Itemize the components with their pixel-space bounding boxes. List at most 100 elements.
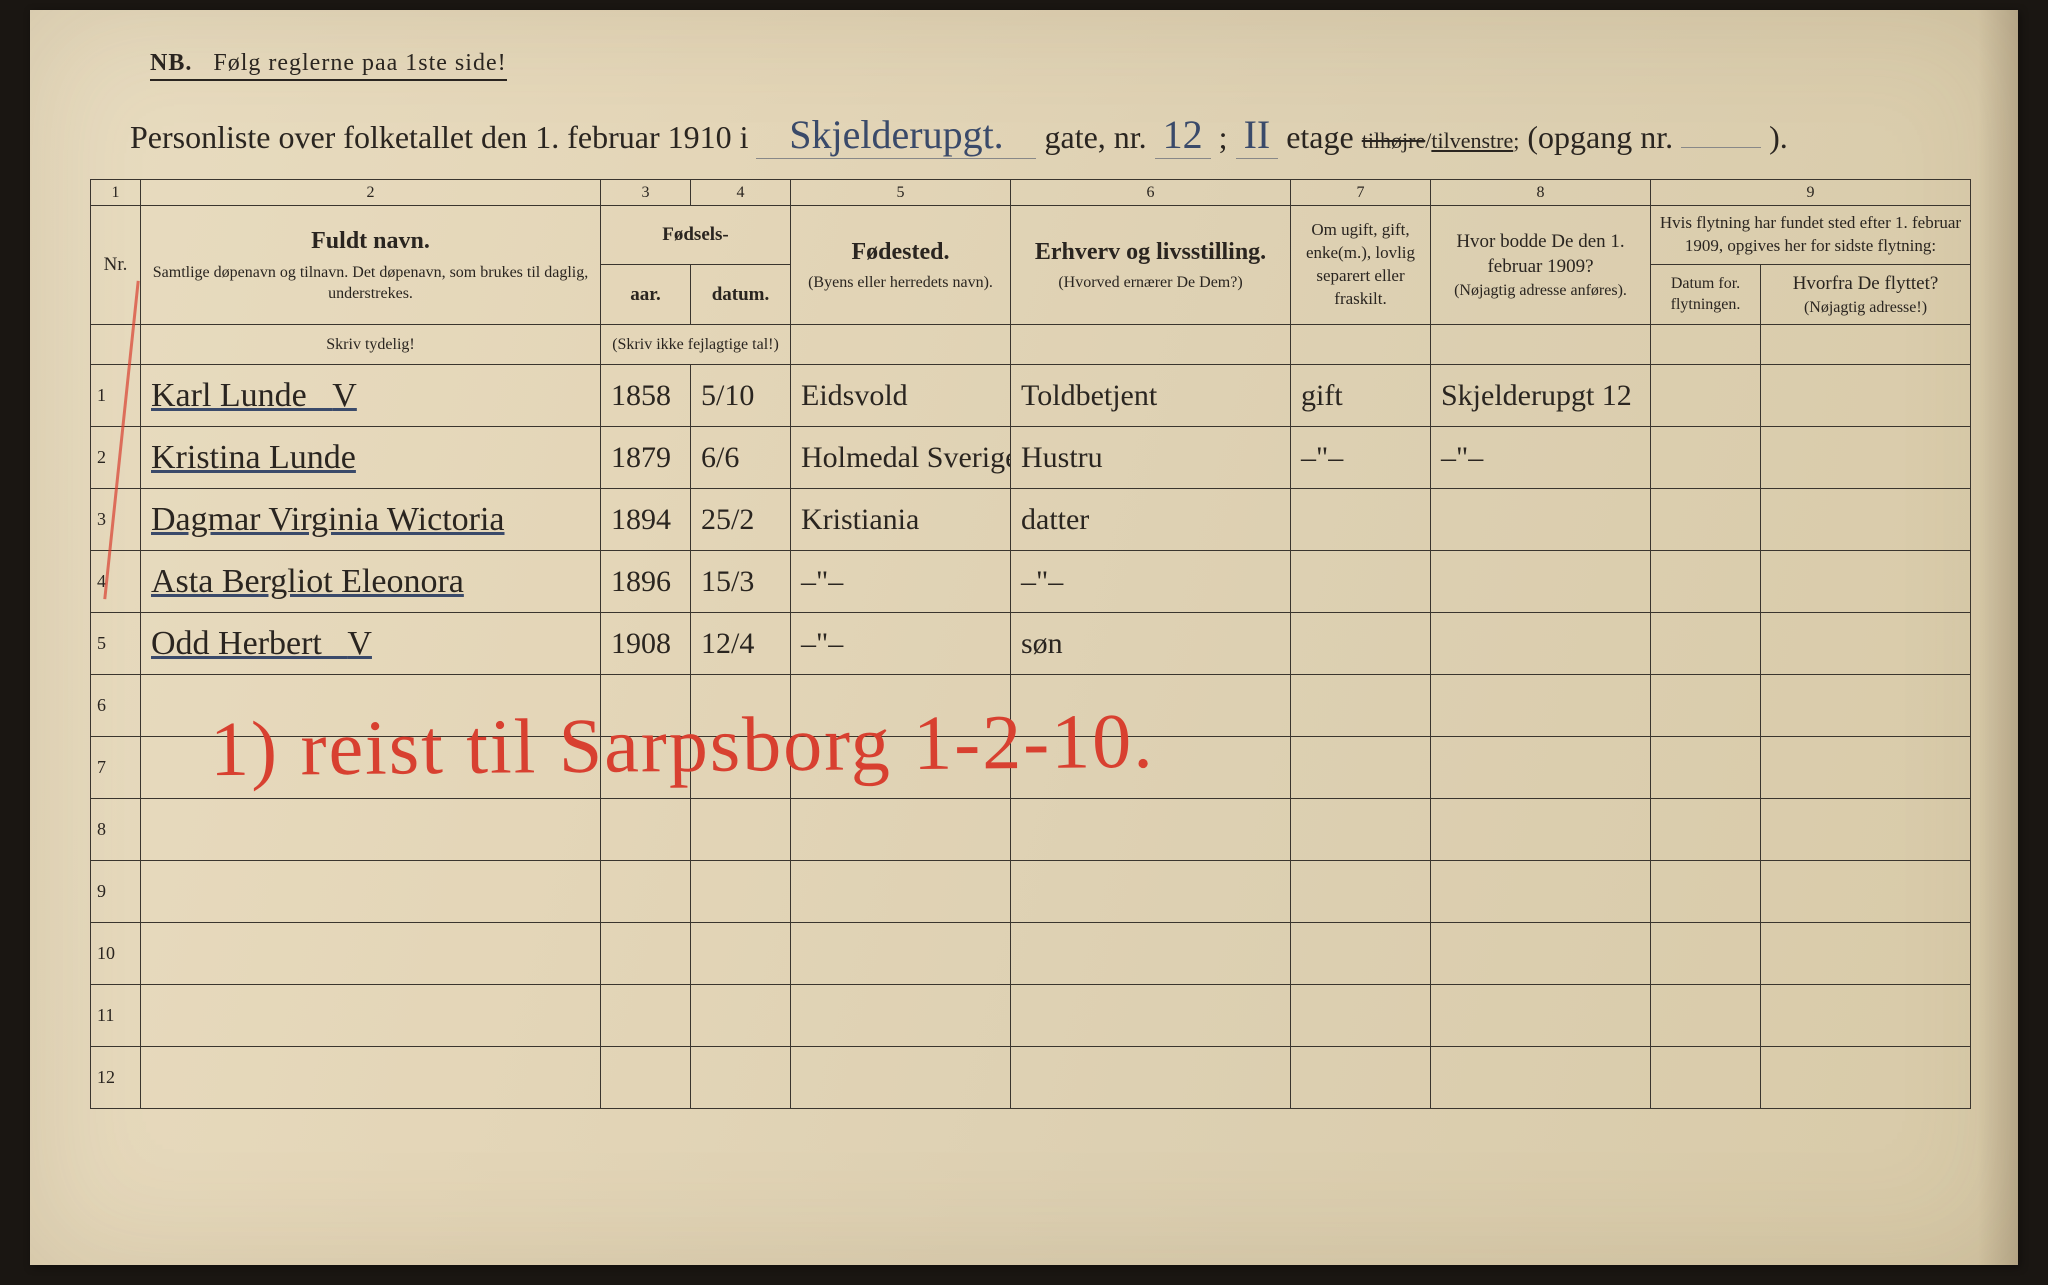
semicolon: ; <box>1219 119 1228 155</box>
cell-datum <box>691 923 791 985</box>
cell-bodde <box>1431 675 1651 737</box>
coln-8: 8 <box>1431 180 1651 206</box>
table-row: 1Karl Lunde V18585/10EidsvoldToldbetjent… <box>91 365 1971 427</box>
opgang-val <box>1681 147 1761 148</box>
hdr-fodsels: Fødsels- <box>601 206 791 265</box>
cell-aar <box>601 799 691 861</box>
coln-1: 1 <box>91 180 141 206</box>
cell-status <box>1291 489 1431 551</box>
cell-name <box>141 923 601 985</box>
cell-nr: 4 <box>91 551 141 613</box>
hdr-hvorfra: Hvorfra De flyttet? (Nøjagtig adresse!) <box>1761 264 1971 324</box>
cell-status: gift <box>1291 365 1431 427</box>
cell-aar <box>601 1047 691 1109</box>
cell-fodested: Kristiania <box>791 489 1011 551</box>
cell-nr: 7 <box>91 737 141 799</box>
hdr-skriv-tydelig: Skriv tydelig! <box>141 325 601 365</box>
cell-dflyt <box>1651 365 1761 427</box>
cell-bodde <box>1431 923 1651 985</box>
street-name: Skjelderupgt. <box>756 111 1036 159</box>
opgang-label: (opgang nr. <box>1527 119 1673 155</box>
coln-5: 5 <box>791 180 1011 206</box>
cell-fodested <box>791 799 1011 861</box>
cell-name <box>141 1047 601 1109</box>
hdr-aar: aar. <box>601 264 691 324</box>
cell-fodested: Holmedal Sverige <box>791 427 1011 489</box>
cell-status <box>1291 799 1431 861</box>
cell-fodested: –"– <box>791 551 1011 613</box>
tilvenstre: tilvenstre <box>1431 128 1513 153</box>
cell-dflyt <box>1651 737 1761 799</box>
cell-erhverv <box>1011 923 1291 985</box>
coln-7: 7 <box>1291 180 1431 206</box>
header-row-1: Nr. Fuldt navn. Samtlige døpenavn og til… <box>91 206 1971 265</box>
cell-erhverv <box>1011 861 1291 923</box>
cell-hvorfra <box>1761 923 1971 985</box>
coln-3: 3 <box>601 180 691 206</box>
cell-dflyt <box>1651 489 1761 551</box>
cell-dflyt <box>1651 923 1761 985</box>
hdr-datum-flyt: Datum for. flytningen. <box>1651 264 1761 324</box>
cell-bodde <box>1431 985 1651 1047</box>
hdr-fodested: Fødested. (Byens eller herredets navn). <box>791 206 1011 325</box>
cell-bodde <box>1431 489 1651 551</box>
etage-val: II <box>1236 111 1279 159</box>
cell-hvorfra <box>1761 799 1971 861</box>
cell-name: Kristina Lunde <box>141 427 601 489</box>
cell-hvorfra <box>1761 489 1971 551</box>
cell-hvorfra <box>1761 613 1971 675</box>
gate-label: gate, nr. <box>1044 119 1146 155</box>
nb-label: NB. <box>150 50 192 76</box>
cell-status <box>1291 861 1431 923</box>
table-row: 12 <box>91 1047 1971 1109</box>
cell-nr: 5 <box>91 613 141 675</box>
cell-hvorfra <box>1761 1047 1971 1109</box>
cell-status <box>1291 551 1431 613</box>
cell-aar: 1879 <box>601 427 691 489</box>
cell-datum: 15/3 <box>691 551 791 613</box>
cell-nr: 1 <box>91 365 141 427</box>
header-row-3: Skriv tydelig! (Skriv ikke fejlagtige ta… <box>91 325 1971 365</box>
cell-erhverv: Toldbetjent <box>1011 365 1291 427</box>
cell-datum <box>691 1047 791 1109</box>
cell-fodested <box>791 923 1011 985</box>
cell-dflyt <box>1651 799 1761 861</box>
cell-nr: 6 <box>91 675 141 737</box>
cell-dflyt <box>1651 613 1761 675</box>
cell-datum: 5/10 <box>691 365 791 427</box>
title-close: ). <box>1769 119 1788 155</box>
title-row: Personliste over folketallet den 1. febr… <box>130 111 1958 159</box>
cell-datum <box>691 799 791 861</box>
cell-name <box>141 861 601 923</box>
cell-nr: 12 <box>91 1047 141 1109</box>
nb-instruction: NB. Følg reglerne paa 1ste side! <box>150 50 507 81</box>
cell-nr: 8 <box>91 799 141 861</box>
cell-erhverv: datter <box>1011 489 1291 551</box>
title-prefix: Personliste over folketallet den 1. febr… <box>130 119 748 155</box>
cell-status <box>1291 923 1431 985</box>
cell-hvorfra <box>1761 675 1971 737</box>
cell-status: –"– <box>1291 427 1431 489</box>
hdr-ugift: Om ugift, gift, enke(m.), lovlig separer… <box>1291 206 1431 325</box>
cell-fodested: Eidsvold <box>791 365 1011 427</box>
cell-dflyt <box>1651 1047 1761 1109</box>
cell-bodde <box>1431 1047 1651 1109</box>
cell-erhverv: søn <box>1011 613 1291 675</box>
coln-9: 9 <box>1651 180 1971 206</box>
cell-status <box>1291 675 1431 737</box>
cell-erhverv <box>1011 1047 1291 1109</box>
cell-erhverv <box>1011 985 1291 1047</box>
table-row: 5Odd Herbert V190812/4–"–søn <box>91 613 1971 675</box>
hdr-bodde: Hvor bodde De den 1. februar 1909? (Nøja… <box>1431 206 1651 325</box>
cell-aar <box>601 923 691 985</box>
cell-dflyt <box>1651 985 1761 1047</box>
hdr-flytning: Hvis flytning har fundet sted efter 1. f… <box>1651 206 1971 265</box>
hdr-datum: datum. <box>691 264 791 324</box>
table-row: 2Kristina Lunde18796/6Holmedal SverigeHu… <box>91 427 1971 489</box>
nb-text: Følg reglerne paa 1ste side! <box>213 50 506 76</box>
tilhoire: tilhøjre <box>1362 128 1426 153</box>
cell-aar: 1896 <box>601 551 691 613</box>
cell-status <box>1291 1047 1431 1109</box>
cell-name: Asta Bergliot Eleonora <box>141 551 601 613</box>
cell-fodested <box>791 985 1011 1047</box>
